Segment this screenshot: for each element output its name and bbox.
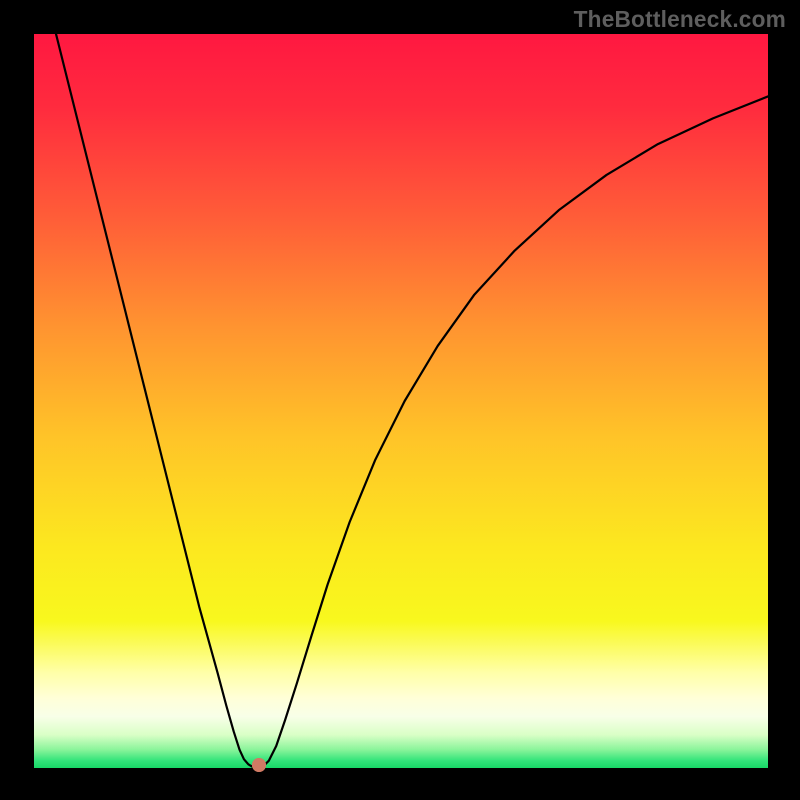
value-curve: [34, 34, 768, 768]
figure-root: TheBottleneck.com: [0, 0, 800, 800]
plot-area: [34, 34, 768, 768]
watermark-text: TheBottleneck.com: [574, 6, 786, 33]
curve-svg: [34, 34, 768, 768]
minimum-marker: [252, 758, 266, 772]
